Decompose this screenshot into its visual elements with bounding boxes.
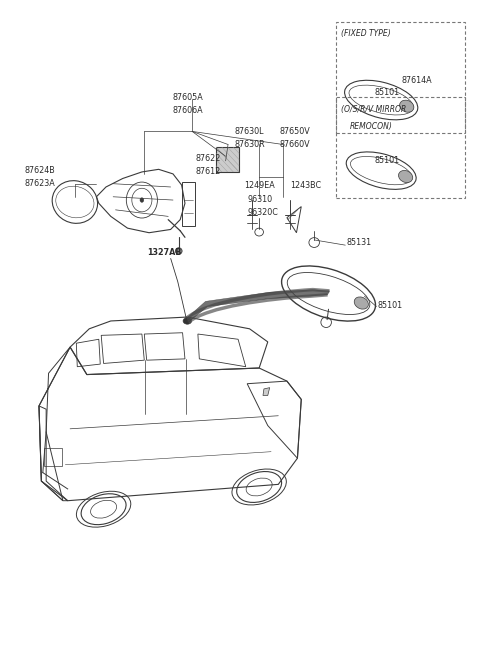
- Text: 87624B: 87624B: [24, 166, 55, 175]
- Text: 87606A: 87606A: [173, 106, 204, 115]
- Polygon shape: [263, 388, 270, 396]
- Text: 85101: 85101: [378, 301, 403, 310]
- Text: 96320C: 96320C: [247, 208, 278, 217]
- Ellipse shape: [400, 100, 414, 112]
- Text: 87660V: 87660V: [279, 140, 310, 149]
- Ellipse shape: [140, 198, 144, 202]
- Text: 87622: 87622: [196, 155, 221, 163]
- Text: 87623A: 87623A: [24, 179, 55, 188]
- Text: 1327AB: 1327AB: [147, 248, 181, 257]
- Text: 87630R: 87630R: [234, 140, 265, 149]
- Ellipse shape: [183, 318, 192, 324]
- Ellipse shape: [354, 297, 368, 309]
- Text: REMOCON): REMOCON): [350, 122, 393, 130]
- Text: 1243BC: 1243BC: [290, 181, 322, 189]
- Text: 1249EA: 1249EA: [244, 181, 275, 189]
- Text: 87630L: 87630L: [234, 127, 264, 136]
- Text: (FIXED TYPE): (FIXED TYPE): [341, 29, 391, 39]
- Text: (O/S/R/V MIRROR: (O/S/R/V MIRROR: [340, 105, 406, 113]
- FancyBboxPatch shape: [216, 147, 239, 172]
- Text: 85101: 85101: [375, 88, 400, 97]
- Ellipse shape: [398, 170, 413, 183]
- Text: 96310: 96310: [247, 195, 272, 204]
- Text: 85131: 85131: [346, 238, 372, 247]
- Text: 87612: 87612: [196, 168, 221, 176]
- Text: 87650V: 87650V: [279, 127, 310, 136]
- Text: 87605A: 87605A: [173, 93, 204, 102]
- Ellipse shape: [175, 248, 182, 254]
- Polygon shape: [186, 290, 329, 322]
- Text: 85101: 85101: [375, 156, 400, 164]
- Text: 87614A: 87614A: [402, 76, 432, 85]
